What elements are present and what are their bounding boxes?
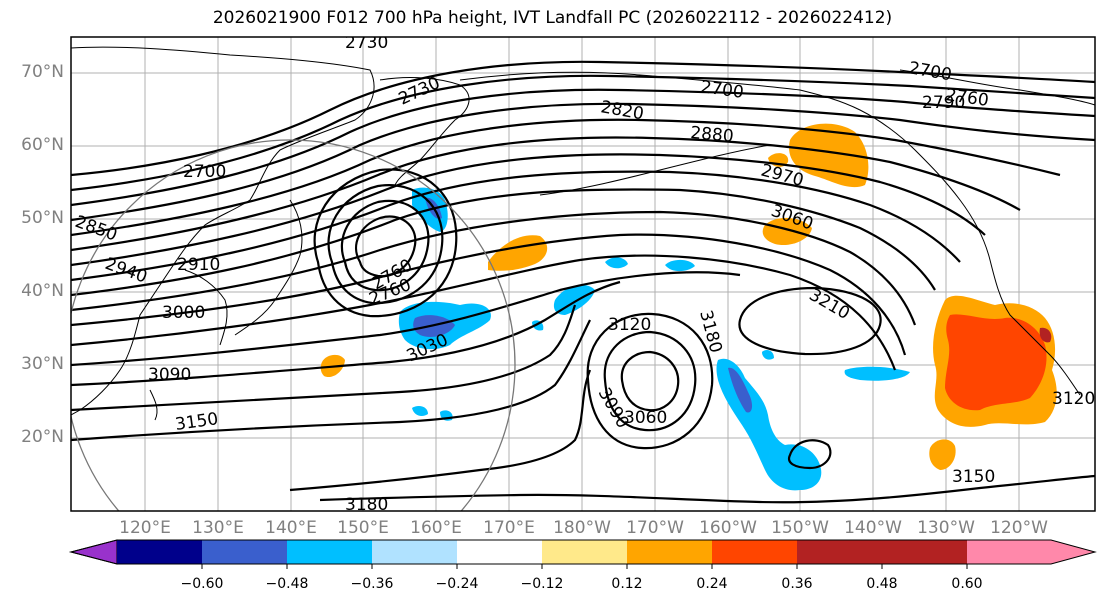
lon-label: 150°W <box>771 518 829 538</box>
lon-label: 130°W <box>917 518 975 538</box>
contour-label: 3150 <box>952 467 995 487</box>
colorbar-tick-label: 0.36 <box>781 576 813 592</box>
colorbar-segment <box>117 540 202 564</box>
contour-label: 3180 <box>345 495 388 515</box>
colorbar-left-extend <box>69 539 118 565</box>
ivt-positive-region <box>488 235 548 271</box>
lat-label: 60°N <box>21 135 64 155</box>
lon-label: 120°W <box>990 518 1048 538</box>
ivt-negative-region <box>844 366 910 381</box>
colorbar-segment <box>882 540 967 564</box>
colorbar-tick-label: 0.48 <box>866 576 898 592</box>
height-contours <box>71 60 1095 504</box>
colorbar <box>69 539 1097 569</box>
colorbar-tick-label: −0.36 <box>350 576 394 592</box>
lon-label: 150°E <box>337 518 389 538</box>
contour-label-group: 2730 2730 2700 2820 2880 2700 2790 2760 … <box>72 33 1095 515</box>
contour-label: 3060 <box>624 408 667 428</box>
colorbar-segment <box>202 540 287 564</box>
colorbar-outline <box>69 539 1097 565</box>
colorbar-segment <box>457 540 542 564</box>
lon-label: 160°E <box>410 518 462 538</box>
colorbar-segment <box>372 540 457 564</box>
colorbar-tick-label: 0.60 <box>951 576 983 592</box>
ivt-negative-region <box>605 257 628 269</box>
ivt-positive-region <box>929 439 956 470</box>
colorbar-tick-label: −0.24 <box>435 576 479 592</box>
colorbar-segment <box>967 540 1095 564</box>
colorbar-segment <box>627 540 712 564</box>
colorbar-tick-label: 0.24 <box>696 576 728 592</box>
contour-label: 2700 <box>183 162 226 182</box>
ivt-positive-region <box>945 314 1047 411</box>
contour-label: 3120 <box>608 315 651 335</box>
lon-label: 170°W <box>626 518 684 538</box>
range-ring <box>71 139 516 511</box>
ivt-positive-region <box>762 217 812 246</box>
ivt-negative-region <box>728 367 753 413</box>
lon-label: 180°W <box>553 518 611 538</box>
colorbar-tick-label: 0.12 <box>611 576 643 592</box>
colorbar-tick-label: −0.12 <box>520 576 564 592</box>
colorbar-segment <box>712 540 797 564</box>
colorbar-segment <box>542 540 627 564</box>
lon-label: 170°E <box>483 518 535 538</box>
map-title: 2026021900 F012 700 hPa height, IVT Land… <box>212 8 893 28</box>
lon-label: 130°E <box>192 518 244 538</box>
ivt-positive-region <box>1039 327 1052 343</box>
contour-label: 3090 <box>148 365 191 385</box>
lat-label: 40°N <box>21 281 64 301</box>
lat-label: 20°N <box>21 427 64 447</box>
colorbar-segment <box>287 540 372 564</box>
colorbar-tick-label: −0.48 <box>265 576 309 592</box>
lon-label: 120°E <box>119 518 171 538</box>
colorbar-segment <box>797 540 882 564</box>
lon-label: 160°W <box>699 518 757 538</box>
contour-label: 2730 <box>345 33 388 53</box>
contour-label: 2910 <box>177 255 220 275</box>
contour-label: 2790 <box>922 93 965 113</box>
lat-label: 30°N <box>21 354 64 374</box>
contour-label: 2880 <box>690 123 735 147</box>
contour-label: 3000 <box>162 303 205 323</box>
ivt-negative-region <box>665 259 695 272</box>
contour-label: 3210 <box>806 285 853 324</box>
ivt-positive-region <box>789 123 869 188</box>
map-border <box>70 36 1096 512</box>
contour-label: 2940 <box>102 254 149 288</box>
lon-label: 140°W <box>844 518 902 538</box>
lat-label: 50°N <box>21 208 64 228</box>
lat-label: 70°N <box>21 62 64 82</box>
colorbar-tick-label: −0.60 <box>180 576 224 592</box>
contour-label: 3120 <box>1052 389 1095 409</box>
ivt-negative-region <box>412 406 428 416</box>
ivt-shading <box>320 123 1057 491</box>
contour-label: 2700 <box>699 77 745 103</box>
lon-label: 140°E <box>265 518 317 538</box>
contour-label: 3180 <box>695 308 726 355</box>
ivt-negative-region <box>762 350 774 360</box>
